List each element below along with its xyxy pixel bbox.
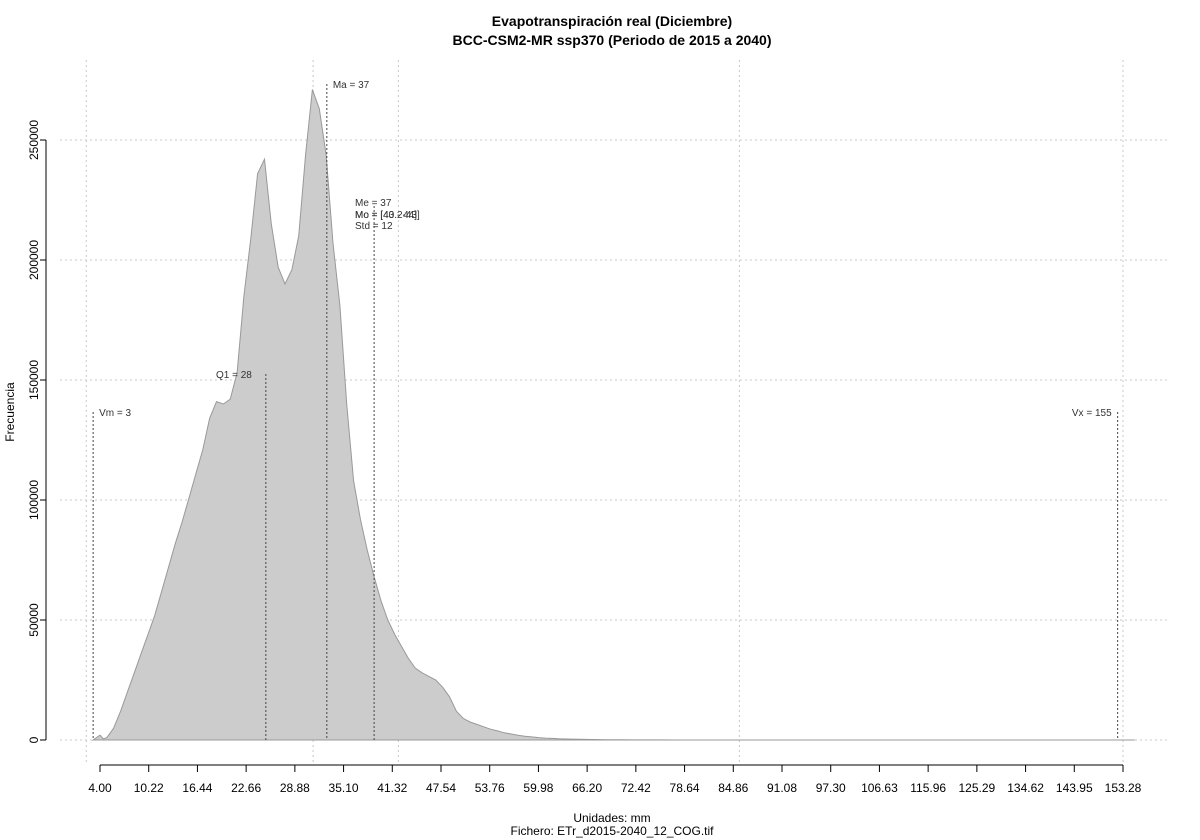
stat-std: Std = 12 xyxy=(355,221,393,232)
y-tick-label: 150000 xyxy=(27,360,41,400)
density-area xyxy=(91,89,1135,741)
axes: 4.00 10.22 16.44 22.66 28.88 35.10 41.32 47.54 5… xyxy=(27,120,1142,795)
x-tick-label: 106.63 xyxy=(861,781,898,795)
x-tick-label: 134.62 xyxy=(1007,781,1044,795)
x-tick-label: 10.22 xyxy=(134,781,164,795)
x-tick-label: 143.95 xyxy=(1056,781,1093,795)
y-tick-label: 100000 xyxy=(27,480,41,520)
x-tick-label: 59.98 xyxy=(523,781,553,795)
x-tick-label: 72.42 xyxy=(621,781,651,795)
x-tick-label: 22.66 xyxy=(231,781,261,795)
x-tick-label: 84.86 xyxy=(718,781,748,795)
x-tick-label: 78.64 xyxy=(670,781,700,795)
x-tick-label: 97.30 xyxy=(816,781,846,795)
x-tick-label: 16.44 xyxy=(182,781,212,795)
reference-label: Vm = 3 xyxy=(99,408,131,419)
y-axis-label: Frecuencia xyxy=(3,382,17,442)
file-caption: Fichero: ETr_d2015-2040_12_COG.tif xyxy=(511,824,715,838)
x-tick-label: 153.28 xyxy=(1105,781,1142,795)
y-tick-label: 250000 xyxy=(27,120,41,160)
x-tick-label: 41.32 xyxy=(377,781,407,795)
x-axis-label: Unidades: mm xyxy=(573,811,650,825)
x-tick-label: 66.20 xyxy=(572,781,602,795)
reference-label: Ma = 37 xyxy=(333,80,370,91)
y-tick-label: 0 xyxy=(27,736,41,743)
x-tick-label: 47.54 xyxy=(426,781,456,795)
stat-mode-overlap: Mo = [43 - 44] xyxy=(355,210,417,221)
chart-title: Evapotranspiración real (Diciembre) xyxy=(492,13,732,29)
stat-mode: Mo = [40.2-43] xyxy=(355,210,420,221)
reference-label: Vx = 155 xyxy=(1072,408,1112,419)
x-tick-label: 53.76 xyxy=(475,781,505,795)
x-tick-label: 35.10 xyxy=(329,781,359,795)
x-tick-label: 91.08 xyxy=(767,781,797,795)
distribution-area xyxy=(91,89,1135,741)
y-tick-label: 200000 xyxy=(27,240,41,280)
x-tick-label: 115.96 xyxy=(910,781,946,795)
reference-lines: Vm = 3 Q1 = 28 Ma = 37 Vx = 155 xyxy=(92,80,1119,740)
y-tick-label: 50000 xyxy=(27,603,41,637)
x-tick-label: 125.29 xyxy=(959,781,996,795)
chart-subtitle: BCC-CSM2-MR ssp370 (Periodo de 2015 a 20… xyxy=(453,32,772,48)
stat-median: Me = 37 xyxy=(355,198,392,209)
reference-label: Q1 = 28 xyxy=(216,370,252,381)
x-tick-label: 28.88 xyxy=(280,781,310,795)
x-tick-label: 4.00 xyxy=(88,781,112,795)
